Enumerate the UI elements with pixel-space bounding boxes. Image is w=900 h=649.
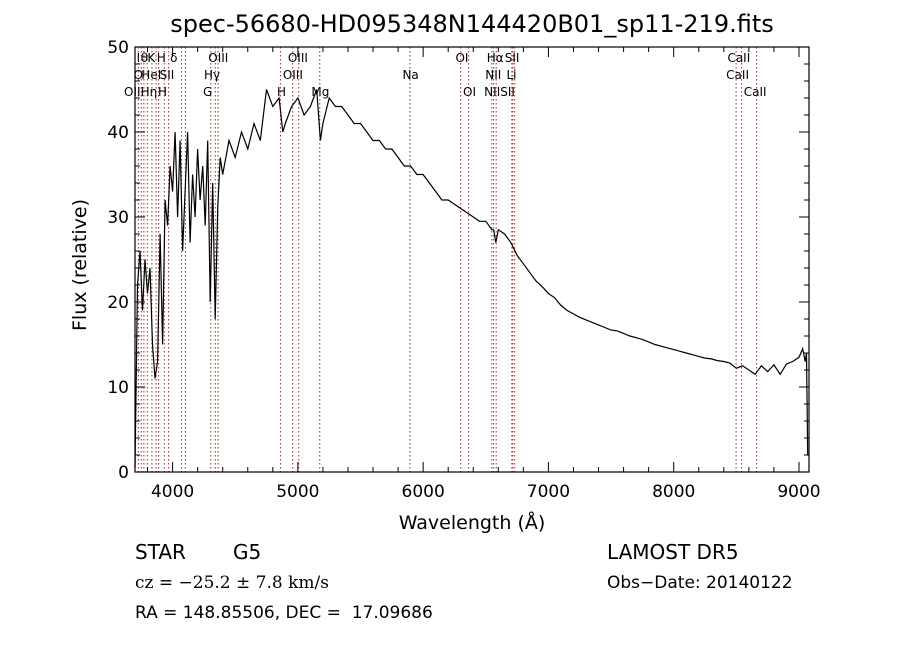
spectral-line-label-2-7: CaII <box>744 85 767 99</box>
spectral-line-label-1-6: NII <box>485 68 501 82</box>
spectral-line-label-1-2: SII <box>160 68 175 82</box>
x-axis-ticks: 4000 5000 6000 7000 8000 9000 <box>147 47 821 502</box>
spectral-line-label-2-2: G <box>203 85 212 99</box>
y-axis-label: Flux (relative) <box>69 199 91 331</box>
y-tick-label-1: 10 <box>107 378 129 398</box>
x-tick-label-3: 7000 <box>527 482 570 502</box>
spectral-line-label-1-5: Na <box>402 68 418 82</box>
x-tick-label-4: 8000 <box>652 482 695 502</box>
spectral-line-label-0-2: K <box>147 51 156 65</box>
plot-frame <box>134 46 810 473</box>
object-class: STAR <box>135 540 186 564</box>
spectral-line-label-1-1: HeI <box>141 68 161 82</box>
spectral-line-label-0-7: OI <box>455 51 468 65</box>
spectral-line-label-0-10: CaII <box>727 51 750 65</box>
observation-date: Obs−Date: 20140122 <box>607 573 793 593</box>
spectral-line-label-2-0: OIIHη <box>124 85 157 99</box>
spectral-line-label-0-1: θ <box>141 51 148 65</box>
y-tick-label-0: 0 <box>118 463 129 483</box>
spectral-line-label-2-6: NIISII <box>484 85 515 99</box>
spectral-line-label-1-8: CaII <box>726 68 749 82</box>
y-tick-label-5: 50 <box>107 38 129 58</box>
spectral-line-label-0-6: OIII <box>288 51 308 65</box>
x-tick-label-0: 4000 <box>151 482 194 502</box>
spectral-line-label-2-5: OI <box>463 85 476 99</box>
spectral-line-label-1-0: O <box>134 68 143 82</box>
chart-title: spec-56680-HD095348N144420B01_sp11-219.f… <box>170 10 774 38</box>
spectral-line-markers <box>137 47 758 472</box>
spectral-line-label-2-4: Mg <box>311 85 329 99</box>
spectral-line-label-1-7: Li <box>506 68 516 82</box>
x-axis-label: Wavelength (Å) <box>399 511 546 534</box>
spectral-line-label-1-4: OIII <box>283 68 303 82</box>
y-tick-label-4: 40 <box>107 123 129 143</box>
spectral-line-label-0-0: I <box>137 51 141 65</box>
spectral-line-label-0-9: SII <box>505 51 520 65</box>
spectrum-series-line <box>134 89 809 468</box>
spectral-line-label-1-3: Hγ <box>204 68 220 82</box>
spectral-line-label-0-8: Hα <box>487 51 504 65</box>
spectral-line-label-2-1: H <box>158 85 167 99</box>
spectral-line-label-0-4: δ <box>170 51 177 65</box>
sky-coordinates: RA = 148.85506, DEC = 17.09686 <box>135 603 433 623</box>
x-tick-label-1: 5000 <box>276 482 319 502</box>
object-subclass: G5 <box>233 540 262 564</box>
survey-name: LAMOST DR5 <box>607 540 739 564</box>
spectral-line-label-0-3: H <box>157 51 166 65</box>
y-axis-ticks: 0 10 20 30 40 50 <box>107 38 809 483</box>
spectral-line-label-0-5: OIII <box>208 51 228 65</box>
x-tick-label-5: 9000 <box>777 482 820 502</box>
x-tick-label-2: 6000 <box>402 482 445 502</box>
y-tick-label-3: 30 <box>107 208 129 228</box>
y-tick-label-2: 20 <box>107 293 129 313</box>
redshift-velocity: cz = −25.2 ± 7.8 km/s <box>135 573 329 593</box>
spectral-line-label-2-3: H <box>277 85 286 99</box>
